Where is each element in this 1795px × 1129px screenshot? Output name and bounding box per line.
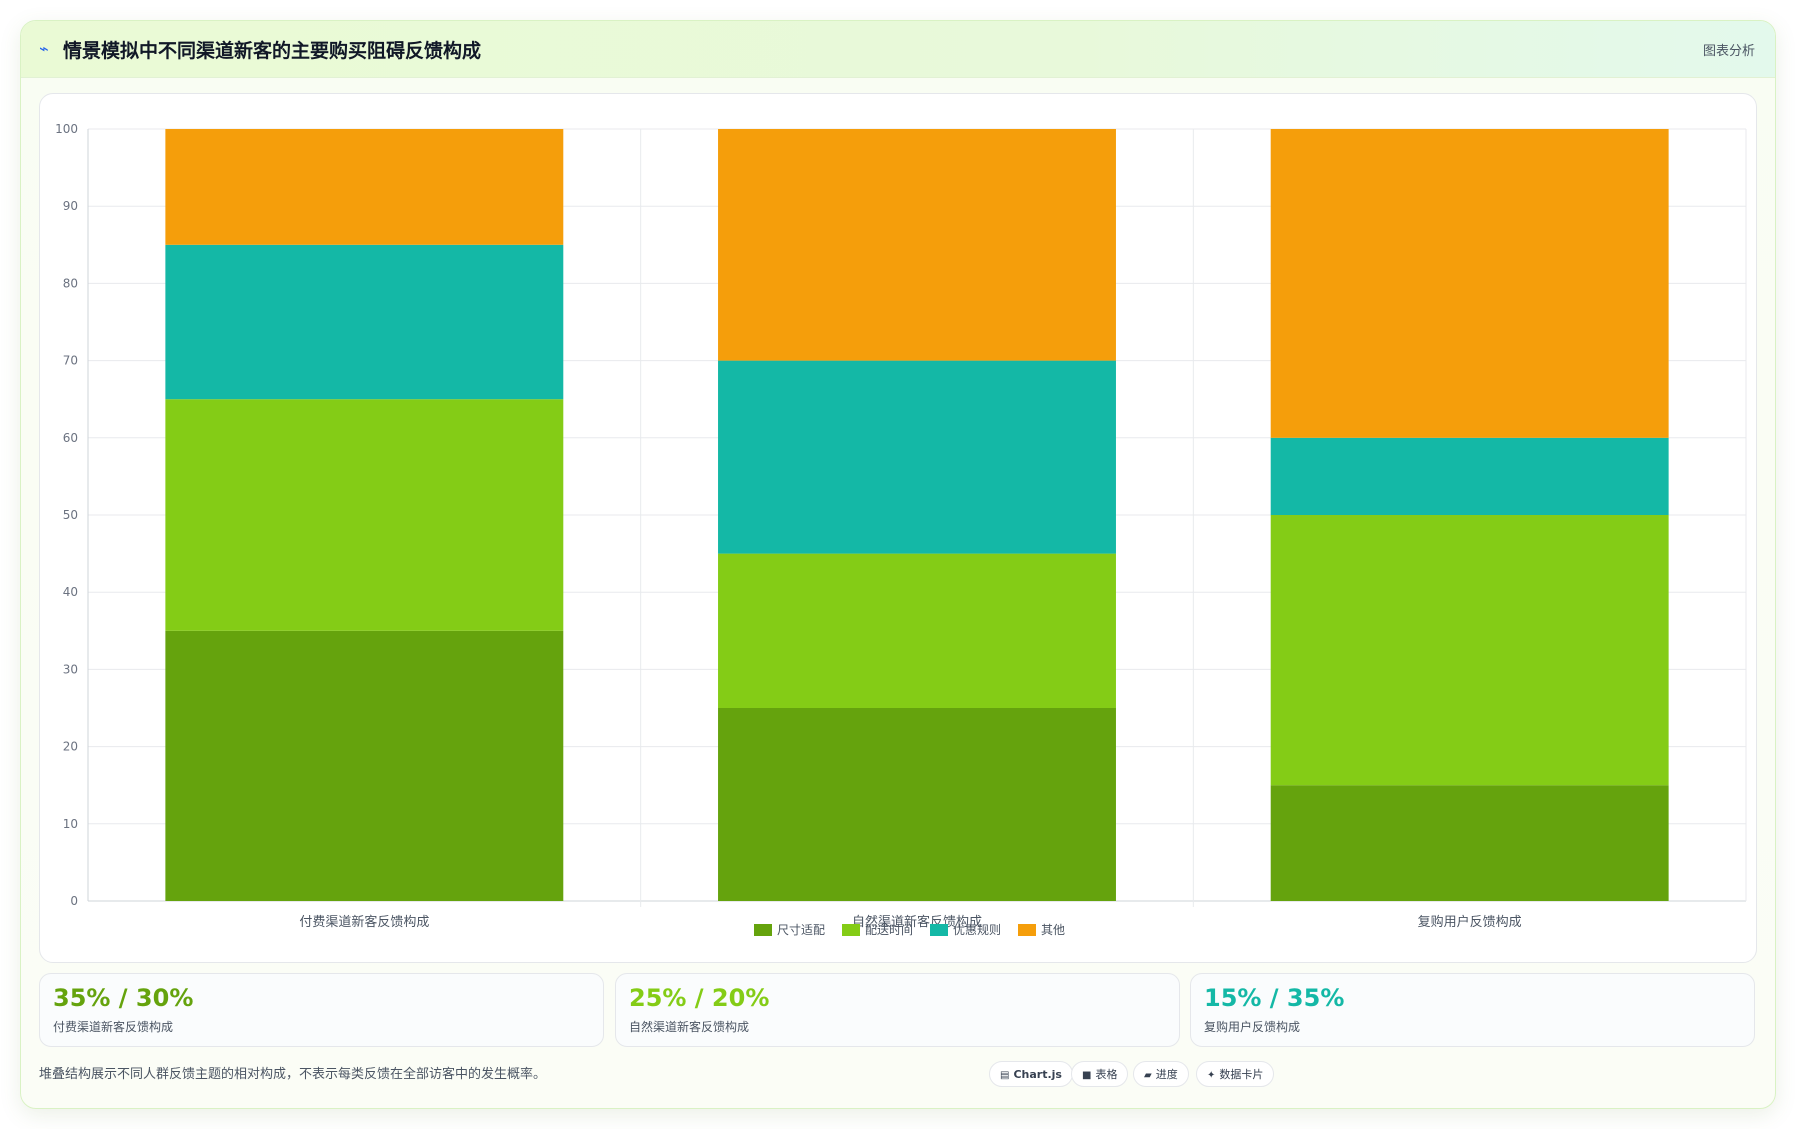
chip-label: Chart.js — [1013, 1068, 1062, 1081]
kpi-card: 35% / 30% 付费渠道新客反馈构成 — [39, 973, 604, 1047]
wave-icon: ⌁ — [39, 39, 49, 58]
header-tag: 图表分析 — [1702, 44, 1755, 59]
y-tick-label: 70 — [63, 354, 78, 368]
kpi-value: 15% / 35% — [1204, 984, 1345, 1012]
chart-icon: ▤ — [1000, 1070, 1010, 1081]
bar-segment — [718, 553, 1116, 708]
bar-segment — [718, 129, 1116, 361]
chart-panel: 0 10 20 30 40 50 60 70 80 90 100 付费渠道新客反馈构成 自然渠道新客反馈… — [39, 93, 1757, 963]
stacked-bar-chart: 0 10 20 30 40 50 60 70 80 90 100 付费渠道新客反馈构成 自然渠道新客反馈… — [55, 122, 1747, 937]
legend-swatch — [930, 924, 948, 936]
table-icon: ■ — [1082, 1070, 1092, 1081]
y-tick-label: 30 — [63, 662, 78, 676]
sparkle-icon: ✦ — [1207, 1070, 1216, 1081]
legend-swatch — [842, 924, 860, 936]
y-tick-label: 100 — [55, 122, 78, 136]
legend-swatch — [754, 924, 772, 936]
chart-title: 情景模拟中不同渠道新客的主要购买阻碍反馈构成 — [63, 40, 482, 62]
footer-note: 堆叠结构展示不同人群反馈主题的相对构成，不表示每类反馈在全部访客中的发生概率。 — [39, 1067, 547, 1082]
chart-card: ⌁ 情景模拟中不同渠道新客的主要购买阻碍反馈构成 图表分析 0 10 20 30 40 5… — [20, 20, 1776, 1109]
kpi-label: 自然渠道新客反馈构成 — [629, 1020, 750, 1034]
y-tick-label: 60 — [63, 431, 78, 445]
y-tick-label: 10 — [63, 817, 78, 831]
bar-segment — [165, 244, 564, 400]
kpi-label: 付费渠道新客反馈构成 — [53, 1020, 174, 1034]
x-tick-label: 自然渠道新客反馈构成 — [852, 914, 982, 930]
kpi-card: 25% / 20% 自然渠道新客反馈构成 — [615, 973, 1180, 1047]
y-tick-label: 80 — [63, 276, 78, 290]
chip-table[interactable]: ■ 表格 — [1071, 1061, 1129, 1087]
chip-label: 进度 — [1155, 1068, 1178, 1081]
legend-swatch — [1018, 924, 1036, 936]
bar-segment — [165, 129, 564, 245]
legend-label: 优惠规则 — [953, 922, 1001, 937]
y-tick-label: 50 — [63, 508, 78, 522]
kpi-value: 35% / 30% — [53, 984, 194, 1012]
card-header: ⌁ 情景模拟中不同渠道新客的主要购买阻碍反馈构成 图表分析 — [21, 21, 1775, 78]
kpi-label: 复购用户反馈构成 — [1204, 1020, 1301, 1034]
chip-label: 表格 — [1095, 1068, 1118, 1081]
bar-segment — [1270, 785, 1669, 901]
bar-segment — [718, 708, 1116, 901]
chip-data-cards[interactable]: ✦ 数据卡片 — [1196, 1061, 1275, 1087]
kpi-card: 15% / 35% 复购用户反馈构成 — [1190, 973, 1755, 1047]
x-tick-label: 复购用户反馈构成 — [1418, 914, 1522, 930]
chip-progress[interactable]: ▰ 进度 — [1133, 1061, 1189, 1087]
legend-label: 其他 — [1041, 923, 1065, 937]
legend-label: 配送时间 — [865, 922, 913, 937]
bar-segment — [165, 630, 564, 901]
bar-segment — [718, 360, 1116, 554]
kpi-value: 25% / 20% — [629, 984, 770, 1012]
y-tick-label: 20 — [63, 740, 78, 754]
y-tick-label: 90 — [63, 199, 78, 213]
kpi-row: 35% / 30% 付费渠道新客反馈构成 25% / 20% 自然渠道新客反馈构… — [39, 973, 1755, 1047]
bar-segment — [1270, 437, 1669, 515]
y-tick-label: 0 — [70, 894, 78, 908]
progress-icon: ▰ — [1144, 1070, 1152, 1081]
legend-label: 尺寸适配 — [777, 923, 825, 937]
bar-segment — [165, 399, 564, 631]
y-tick-label: 40 — [63, 585, 78, 599]
chip-label: 数据卡片 — [1219, 1068, 1264, 1081]
x-tick-label: 付费渠道新客反馈构成 — [299, 914, 429, 930]
bar-segment — [1270, 129, 1669, 438]
chip-chartjs[interactable]: ▤ Chart.js — [989, 1061, 1073, 1087]
bar-segment — [1270, 515, 1669, 786]
